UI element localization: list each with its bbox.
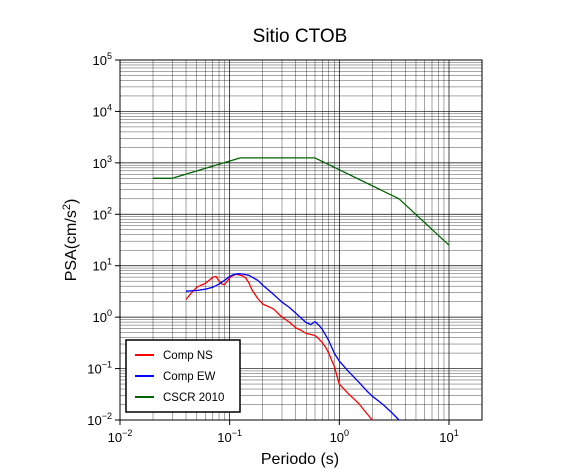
x-tick-base: 10 xyxy=(108,430,122,445)
y-tick-base: 10 xyxy=(93,156,107,171)
y-tick-label: 104 xyxy=(93,102,112,119)
legend-item: Comp NS xyxy=(135,350,213,362)
series-comp-ns xyxy=(185,273,373,421)
y-tick-exp: 4 xyxy=(107,102,112,112)
y-tick-label: 100 xyxy=(93,308,112,325)
x-tick-exp: −1 xyxy=(232,428,242,438)
series-line xyxy=(185,273,400,421)
y-tick-label: 10−2 xyxy=(87,411,112,428)
y-tick-label: 10−1 xyxy=(87,360,112,377)
y-tick-base: 10 xyxy=(93,310,107,325)
y-tick-label: 105 xyxy=(93,51,112,68)
y-axis-label-base: PSA(cm/s xyxy=(63,210,80,281)
y-axis-label: PSA(cm/s2) xyxy=(61,199,80,282)
legend-item: CSCR 2010 xyxy=(135,392,224,404)
x-tick-exp: 0 xyxy=(344,428,349,438)
x-tick-base: 10 xyxy=(439,430,453,445)
x-axis: 10−2 10−1 100 101 xyxy=(108,420,459,445)
chart-title: Sitio CTOB xyxy=(253,26,348,47)
x-tick-exp: 1 xyxy=(454,428,459,438)
legend-item: Comp EW xyxy=(135,371,216,383)
x-tick-label: 101 xyxy=(439,428,458,445)
legend-label: Comp EW xyxy=(163,371,216,383)
plot-frame xyxy=(119,59,483,421)
y-tick-base: 10 xyxy=(93,259,107,274)
y-axis-label-close: ) xyxy=(63,199,80,204)
series-layer xyxy=(153,157,450,421)
y-tick-exp: 2 xyxy=(107,205,112,215)
y-tick-base: 10 xyxy=(93,53,107,68)
y-tick-base: 10 xyxy=(93,207,107,222)
x-tick-exp: −2 xyxy=(122,428,132,438)
x-tick-label: 10−2 xyxy=(108,428,133,445)
y-tick-exp: 3 xyxy=(107,154,112,164)
y-tick-exp: −1 xyxy=(102,360,112,370)
series-comp-ew xyxy=(185,273,400,421)
y-tick-base: 10 xyxy=(87,413,101,428)
x-tick-base: 10 xyxy=(217,430,231,445)
y-tick-base: 10 xyxy=(87,362,101,377)
y-tick-exp: 1 xyxy=(107,257,112,267)
x-tick-label: 100 xyxy=(330,428,349,445)
y-tick-label: 102 xyxy=(93,205,112,222)
series-line xyxy=(185,273,373,421)
y-tick-base: 10 xyxy=(93,104,107,119)
grid xyxy=(119,59,483,421)
series-line xyxy=(153,157,450,246)
x-axis-label: Periodo (s) xyxy=(261,451,339,468)
x-tick-label: 10−1 xyxy=(217,428,242,445)
series-cscr-2010 xyxy=(153,157,450,246)
legend-label: CSCR 2010 xyxy=(163,392,224,404)
y-tick-label: 101 xyxy=(93,257,112,274)
y-tick-exp: −2 xyxy=(102,411,112,421)
y-axis-label-sup: 2 xyxy=(61,204,73,210)
x-tick-base: 10 xyxy=(330,430,344,445)
y-tick-exp: 0 xyxy=(107,308,112,318)
y-tick-label: 103 xyxy=(93,154,112,171)
legend: Comp NS Comp EW CSCR 2010 xyxy=(125,339,241,413)
legend-label: Comp NS xyxy=(163,350,213,362)
y-tick-exp: 5 xyxy=(107,51,112,61)
